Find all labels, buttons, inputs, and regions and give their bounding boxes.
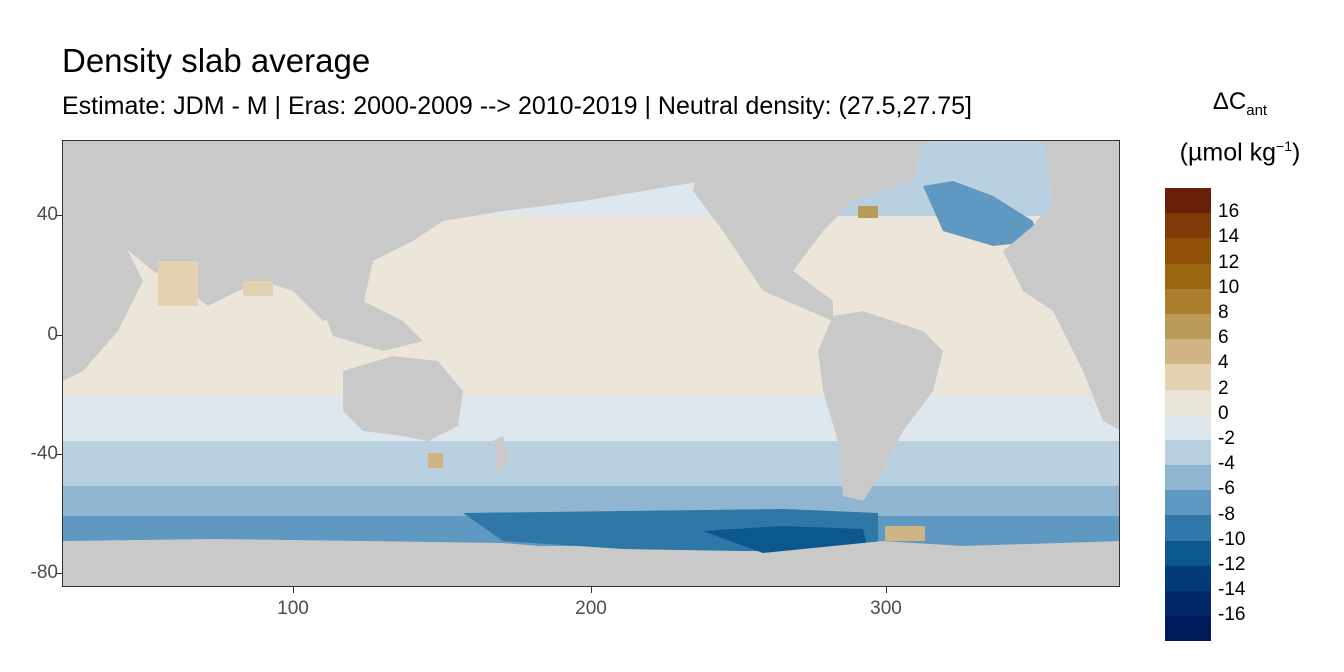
legend-colorbar [1165, 188, 1211, 642]
legend-swatch [1165, 364, 1211, 390]
legend-swatch [1165, 490, 1211, 516]
coastal-anomalies [158, 206, 925, 541]
legend-label: 6 [1218, 327, 1229, 349]
legend-swatch [1165, 238, 1211, 264]
legend-swatch [1165, 540, 1211, 566]
y-tick-label: 40 [36, 204, 58, 225]
land-maritime-asia [323, 301, 423, 351]
band-southern-1 [63, 441, 1119, 486]
chart-title: Density slab average [62, 42, 371, 79]
x-tick-label: 100 [277, 598, 309, 619]
legend-swatch [1165, 439, 1211, 466]
legend-swatch [1165, 414, 1211, 440]
y-tick-mark [56, 215, 62, 216]
legend-swatch [1165, 565, 1211, 591]
legend-label: 16 [1218, 201, 1240, 223]
legend-title: ΔCant [1160, 88, 1320, 119]
legend-title-main: ΔC [1212, 88, 1247, 115]
land-europe-africa-east [1003, 141, 1119, 430]
band-deep-core [703, 526, 868, 553]
land-south-america [818, 311, 943, 501]
x-tick-label: 300 [870, 598, 902, 619]
legend-swatch [1165, 465, 1211, 491]
land-new-zealand [493, 436, 510, 471]
y-tick-mark [56, 573, 62, 574]
land [63, 141, 1119, 586]
ocean-map [63, 141, 1119, 586]
y-tick-label: -40 [30, 443, 58, 464]
y-tick-label: -80 [30, 562, 58, 583]
anomaly-tasman [428, 453, 443, 468]
x-tick-label: 200 [575, 598, 607, 619]
anomaly-weddell [885, 526, 925, 541]
land-australia [343, 356, 463, 441]
legend-swatch [1165, 591, 1211, 617]
legend-label: -4 [1218, 453, 1235, 475]
legend-label: 2 [1218, 377, 1229, 399]
legend-swatch [1165, 616, 1211, 642]
legend-label: -2 [1218, 428, 1235, 449]
legend-label: 0 [1218, 402, 1229, 424]
map-panel [62, 140, 1120, 587]
legend-swatch [1165, 188, 1211, 214]
north-atlantic-anomaly [923, 181, 1038, 246]
x-tick-mark [293, 587, 294, 593]
legend-unit: (µmol kg−1) [1160, 138, 1320, 167]
legend-title-sub: ant [1246, 101, 1268, 119]
band-southern-2 [63, 486, 1119, 516]
legend-swatch [1165, 389, 1211, 415]
land-africa [63, 211, 143, 381]
legend-label: -16 [1218, 604, 1246, 626]
legend-label: -14 [1218, 579, 1246, 601]
y-tick-mark [56, 454, 62, 455]
land-eurasia [63, 141, 703, 321]
legend-label: -10 [1218, 528, 1246, 550]
legend-swatch [1165, 515, 1211, 541]
legend-label: 14 [1218, 226, 1240, 248]
legend-unit-prefix: (µmol kg [1179, 138, 1277, 167]
anomaly-arabian [158, 261, 198, 306]
anomaly-bay-of-bengal [243, 281, 273, 296]
x-tick-mark [886, 587, 887, 593]
legend-label: 12 [1218, 251, 1240, 273]
legend-swatch [1165, 288, 1211, 314]
legend-label: 4 [1218, 352, 1229, 374]
land-north-america [693, 141, 923, 321]
x-tick-mark [591, 587, 592, 593]
legend-label: -8 [1218, 503, 1235, 525]
legend-swatch [1165, 313, 1211, 340]
legend-unit-suffix: ) [1292, 138, 1301, 167]
legend-label: -12 [1218, 554, 1246, 575]
chart-subtitle: Estimate: JDM - M | Eras: 2000-2009 --> … [62, 92, 972, 120]
land-antarctica [63, 539, 1119, 586]
legend-swatch [1165, 213, 1211, 239]
legend-swatch [1165, 263, 1211, 289]
anomaly-labrador [858, 206, 878, 218]
legend-label: 10 [1218, 276, 1240, 298]
y-tick-mark [56, 335, 62, 336]
legend-label: -6 [1218, 478, 1235, 500]
band-subtropical-south [63, 396, 1119, 441]
legend-label: 8 [1218, 302, 1229, 323]
y-tick-label: 0 [47, 324, 58, 345]
legend-swatch [1165, 339, 1211, 365]
legend-unit-sup: −1 [1276, 138, 1292, 154]
